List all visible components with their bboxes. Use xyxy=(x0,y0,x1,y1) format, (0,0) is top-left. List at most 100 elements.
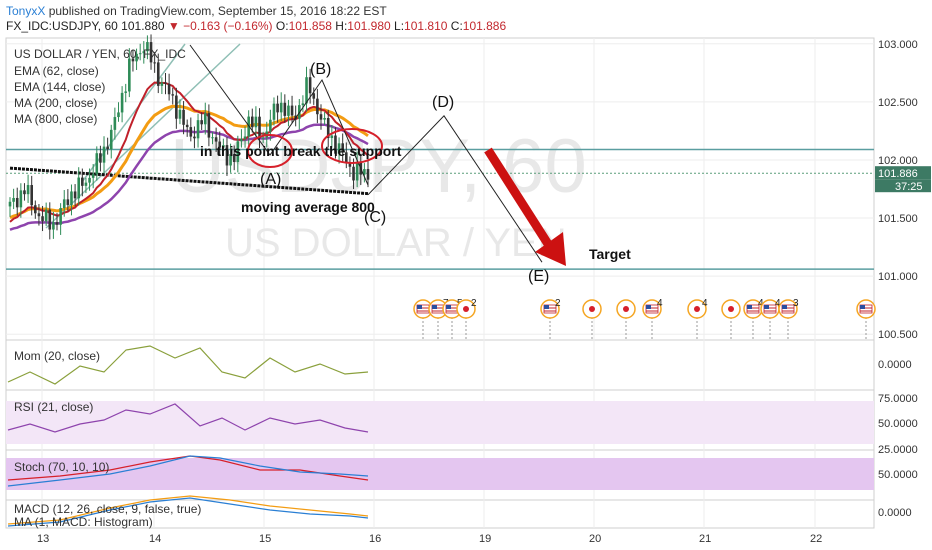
candle-body xyxy=(269,119,272,132)
down-arrow-icon: ▼ xyxy=(167,19,180,33)
candle-body xyxy=(355,162,359,181)
candle-body xyxy=(203,113,207,125)
last-price: 101.880 xyxy=(121,19,165,33)
ohlc-line: FX_IDC:USDJPY, 60 101.880 ▼ −0.163 (−0.1… xyxy=(6,19,507,33)
candle-body xyxy=(138,53,142,55)
wave-label-d: (D) xyxy=(432,94,454,111)
event-count: 4 xyxy=(702,298,708,309)
candle-body xyxy=(26,185,30,195)
flag-canton xyxy=(747,305,752,309)
target-label: Target xyxy=(589,246,631,262)
macd-hist-legend[interactable]: MA (1, MACD: Histogram) xyxy=(14,515,153,529)
candle-body xyxy=(175,95,178,119)
candle-body xyxy=(341,143,344,153)
japan-flag-icon xyxy=(463,306,469,312)
candle-body xyxy=(366,169,370,180)
candle-body xyxy=(48,209,52,230)
flag-canton xyxy=(432,305,437,309)
break-circle-a xyxy=(247,134,293,168)
ma800-annotation: moving average 800 xyxy=(241,199,375,215)
candle-body xyxy=(272,103,276,120)
legend-ema144[interactable]: EMA (144, close) xyxy=(14,80,105,94)
japan-flag-icon xyxy=(728,306,734,312)
legend-ma200[interactable]: MA (200, close) xyxy=(14,96,97,110)
rsi-legend[interactable]: RSI (21, close) xyxy=(14,400,93,414)
legend-ma800[interactable]: MA (800, close) xyxy=(14,112,97,126)
candle-body xyxy=(218,141,222,148)
break-circle-b xyxy=(321,128,383,164)
rsi-axis-50: 50.0000 xyxy=(878,418,918,430)
candle-body xyxy=(8,201,12,207)
candle-body xyxy=(156,62,160,86)
candle-body xyxy=(30,185,33,206)
target-arrow-head xyxy=(535,232,566,266)
candle-body xyxy=(142,51,146,54)
wave-sketch xyxy=(189,44,369,186)
watermark-name: US DOLLAR / YEN xyxy=(225,221,567,265)
candle-body xyxy=(196,120,200,139)
candle-body xyxy=(337,143,341,154)
time-tick-label: 14 xyxy=(149,533,161,545)
flag-canton xyxy=(860,305,865,309)
candle-body xyxy=(167,83,171,95)
candle-body xyxy=(84,182,88,186)
mom-pane xyxy=(5,339,875,391)
time-tick-label: 22 xyxy=(810,533,822,545)
candle-body xyxy=(70,191,73,205)
economic-events[interactable]: 752244443 xyxy=(413,298,876,340)
candle-body xyxy=(52,222,55,230)
rsi-band xyxy=(6,401,874,444)
legend-symbol[interactable]: US DOLLAR / YEN, 60, FX_IDC xyxy=(14,47,186,61)
stoch-legend[interactable]: Stoch (70, 10, 10) xyxy=(14,460,109,474)
event-count: 3 xyxy=(793,298,799,309)
timer-badge xyxy=(875,179,931,193)
break-annotation: in this point break the support xyxy=(200,143,402,159)
event-count: 2 xyxy=(555,298,561,309)
candle-body xyxy=(131,58,135,62)
candle-body xyxy=(283,102,287,116)
flag-canton xyxy=(446,305,451,309)
candle-body xyxy=(261,137,265,139)
price-axis[interactable]: 103.000 102.500 102.000 101.500 101.000 100.5… xyxy=(878,39,918,341)
candle-body xyxy=(222,145,225,148)
high-value: 101.980 xyxy=(347,19,391,33)
main-legend: US DOLLAR / YEN, 60, FX_IDC EMA (62, clo… xyxy=(14,47,186,126)
candle-body xyxy=(258,116,261,139)
candle-body xyxy=(250,116,254,128)
author-link[interactable]: TonyxX xyxy=(6,4,46,18)
candle-body xyxy=(59,208,62,225)
candle-body xyxy=(88,177,91,183)
candle-body xyxy=(312,93,316,99)
japan-flag-icon xyxy=(589,306,595,312)
candle-body xyxy=(236,141,240,162)
candle-body xyxy=(15,197,19,208)
candle-body xyxy=(12,197,15,202)
mom-legend[interactable]: Mom (20, close) xyxy=(14,349,100,363)
candle-body xyxy=(149,42,153,63)
candle-body xyxy=(146,42,149,52)
candle-body xyxy=(164,82,167,84)
legend-ema62[interactable]: EMA (62, close) xyxy=(14,64,99,78)
price-tick-label: 102.000 xyxy=(878,155,918,167)
time-tick-label: 16 xyxy=(369,533,381,545)
macd-legend[interactable]: MACD (12, 26, close, 9, false, true) xyxy=(14,502,201,516)
candle-body xyxy=(99,153,102,163)
wave-label-e: (E) xyxy=(528,268,549,285)
candle-body xyxy=(207,113,211,138)
candle-body xyxy=(189,127,193,137)
candle-body xyxy=(55,222,59,225)
candle-body xyxy=(287,105,290,116)
time-axis[interactable]: 13 14 15 16 19 20 21 22 xyxy=(37,533,822,545)
stoch-k-line xyxy=(7,455,369,487)
japan-flag-icon xyxy=(694,306,700,312)
candle-body xyxy=(352,166,355,181)
candles xyxy=(8,34,370,240)
wave-label-a: (A) xyxy=(260,171,281,188)
candle-body xyxy=(182,109,185,125)
price-tick-label: 100.500 xyxy=(878,329,918,341)
candle-body xyxy=(348,162,352,167)
candle-body xyxy=(185,124,189,128)
mom-line xyxy=(7,345,369,385)
macd-signal-line xyxy=(7,495,369,525)
